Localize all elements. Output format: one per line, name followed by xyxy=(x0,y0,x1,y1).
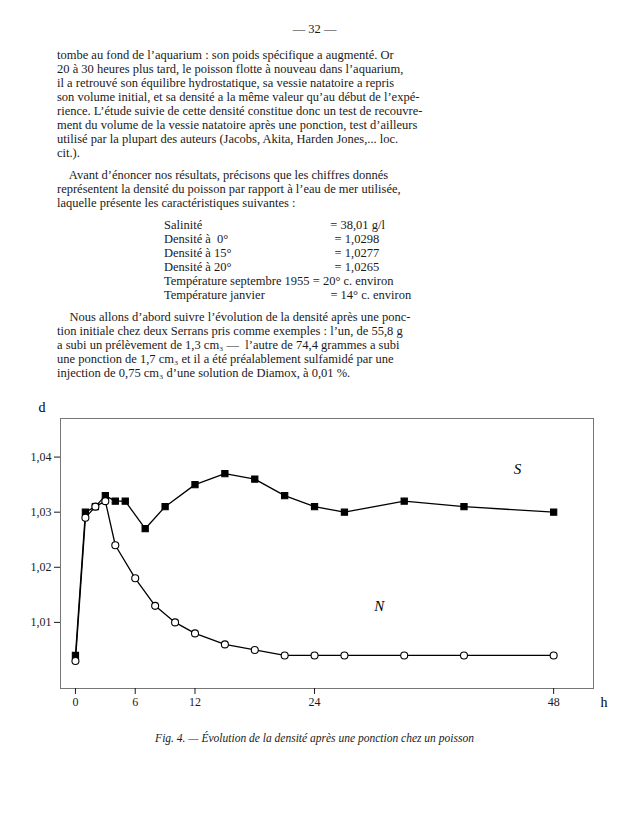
html-text:injection de 0,75 cm₃ d’une so: injection de 0,75 cm₃ d’une solution de … xyxy=(57,366,351,380)
html-text:rience. L’étude suivie de cett: rience. L’étude suivie de cette densité … xyxy=(57,104,423,118)
svg-text:N: N xyxy=(373,598,385,614)
html-text:a subi un prélèvement de 1,3 c: a subi un prélèvement de 1,3 cm₃ — l’aut… xyxy=(57,338,400,352)
html-text:son volume initial, et sa dens: son volume initial, et sa densité a la m… xyxy=(57,90,420,104)
html-text:laquelle présente les caractér: laquelle présente les caractéristiques s… xyxy=(57,196,296,210)
svg-text:h: h xyxy=(601,695,608,710)
html-text:Densité à 20° = 1,0265: Densité à 20° = 1,0265 xyxy=(164,260,380,274)
html-text:Densité à 15° = 1,0277: Densité à 15° = 1,0277 xyxy=(164,246,380,260)
html-text:Salinité = 38,01 g/l: Salinité = 38,01 g/l xyxy=(164,218,385,232)
html-text:tion initiale chez deux Serran: tion initiale chez deux Serrans pris com… xyxy=(57,324,403,338)
html-text:ment du volume de la vessie na: ment du volume de la vessie natatoire ap… xyxy=(57,118,418,132)
svg-text:1,04: 1,04 xyxy=(31,450,52,464)
html-text:il a retrouvé son équilibre hy: il a retrouvé son équilibre hydrostatiqu… xyxy=(57,76,394,90)
svg-text:24: 24 xyxy=(309,695,321,709)
svg-text:1,03: 1,03 xyxy=(31,505,52,519)
html-text:Densité à 0° = 1,0298: Densité à 0° = 1,0298 xyxy=(164,232,380,246)
html-text:Température janvier = 14° c. e: Température janvier = 14° c. environ xyxy=(164,288,412,302)
svg-text:1,01: 1,01 xyxy=(31,615,52,629)
html-text:Température septembre 1955 = 2: Température septembre 1955 = 20° c. envi… xyxy=(164,274,394,288)
html-text:représentent la densité du poi: représentent la densité du poisson par r… xyxy=(57,182,401,196)
html-text:une ponction de 1,7 cm₃ et il: une ponction de 1,7 cm₃ et il a été préa… xyxy=(57,352,394,366)
svg-text:S: S xyxy=(514,461,522,477)
svg-text:6: 6 xyxy=(132,695,138,709)
html-text:20 à 30 heures plus tard, le p: 20 à 30 heures plus tard, le poisson flo… xyxy=(57,62,404,76)
html-text:cit.).: cit.). xyxy=(57,146,80,160)
html-text:tombe au fond de l’aquarium :: tombe au fond de l’aquarium : son poids … xyxy=(57,48,394,62)
svg-text:48: 48 xyxy=(548,695,560,709)
svg-text:d: d xyxy=(39,400,46,415)
svg-text:0: 0 xyxy=(72,695,78,709)
html-text:— 32 —: — 32 — xyxy=(292,22,337,36)
svg-text:1,02: 1,02 xyxy=(31,560,52,574)
html-text:Nous allons d’abord suivre l’é: Nous allons d’abord suivre l’évolution d… xyxy=(57,310,411,324)
html-text:Avant d’énoncer nos résultats,: Avant d’énoncer nos résultats, précisons… xyxy=(57,168,389,182)
svg-text:12: 12 xyxy=(189,695,201,709)
html-text:utilisé par la plupart des aut: utilisé par la plupart des auteurs (Jaco… xyxy=(57,132,399,146)
html-text:Fig. 4. — Évolution de la dens: Fig. 4. — Évolution de la densité après … xyxy=(155,732,474,744)
